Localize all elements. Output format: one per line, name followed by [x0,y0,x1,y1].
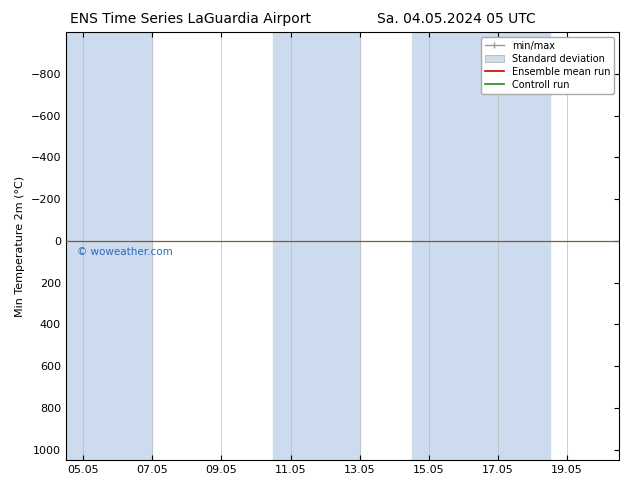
Y-axis label: Min Temperature 2m (°C): Min Temperature 2m (°C) [15,175,25,317]
Text: Sa. 04.05.2024 05 UTC: Sa. 04.05.2024 05 UTC [377,12,536,26]
Text: © woweather.com: © woweather.com [77,247,172,257]
Text: ENS Time Series LaGuardia Airport: ENS Time Series LaGuardia Airport [70,12,311,26]
Legend: min/max, Standard deviation, Ensemble mean run, Controll run: min/max, Standard deviation, Ensemble me… [481,37,614,94]
Bar [66,32,152,460]
Bar [273,32,359,460]
Bar [411,32,550,460]
